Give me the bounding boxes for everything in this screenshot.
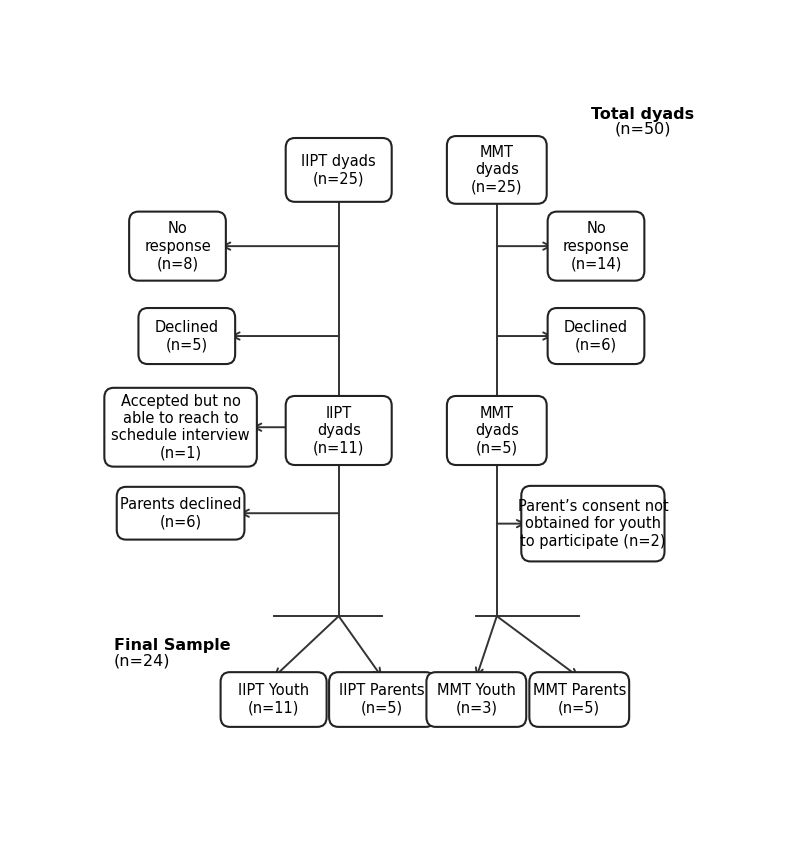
FancyBboxPatch shape xyxy=(221,673,326,727)
FancyBboxPatch shape xyxy=(548,212,644,281)
FancyBboxPatch shape xyxy=(530,673,629,727)
Text: Parent’s consent not
obtained for youth
to participate (n=2): Parent’s consent not obtained for youth … xyxy=(518,499,668,548)
Text: IIPT dyads
(n=25): IIPT dyads (n=25) xyxy=(302,154,376,186)
Text: MMT Youth
(n=3): MMT Youth (n=3) xyxy=(437,684,516,716)
FancyBboxPatch shape xyxy=(117,486,245,540)
Text: Final Sample: Final Sample xyxy=(114,638,230,653)
Text: No
response
(n=8): No response (n=8) xyxy=(144,222,211,271)
Text: MMT Parents
(n=5): MMT Parents (n=5) xyxy=(533,684,626,716)
Text: Declined
(n=5): Declined (n=5) xyxy=(154,320,219,352)
Text: MMT
dyads
(n=25): MMT dyads (n=25) xyxy=(471,145,522,195)
FancyBboxPatch shape xyxy=(447,396,546,465)
Text: MMT
dyads
(n=5): MMT dyads (n=5) xyxy=(475,405,518,455)
FancyBboxPatch shape xyxy=(329,673,435,727)
Text: IIPT Parents
(n=5): IIPT Parents (n=5) xyxy=(339,684,425,716)
Text: IIPT Youth
(n=11): IIPT Youth (n=11) xyxy=(238,684,309,716)
FancyBboxPatch shape xyxy=(286,396,392,465)
FancyBboxPatch shape xyxy=(426,673,526,727)
Text: Total dyads: Total dyads xyxy=(591,107,694,123)
Text: Declined
(n=6): Declined (n=6) xyxy=(564,320,628,352)
FancyBboxPatch shape xyxy=(104,387,257,467)
Text: (n=24): (n=24) xyxy=(114,653,170,668)
FancyBboxPatch shape xyxy=(138,308,235,364)
Text: IIPT
dyads
(n=11): IIPT dyads (n=11) xyxy=(313,405,364,455)
Text: No
response
(n=14): No response (n=14) xyxy=(562,222,630,271)
FancyBboxPatch shape xyxy=(447,136,546,204)
Text: (n=50): (n=50) xyxy=(614,122,670,137)
FancyBboxPatch shape xyxy=(522,486,665,562)
FancyBboxPatch shape xyxy=(129,212,226,281)
Text: Accepted but no
able to reach to
schedule interview
(n=1): Accepted but no able to reach to schedul… xyxy=(111,393,250,461)
FancyBboxPatch shape xyxy=(286,138,392,202)
FancyBboxPatch shape xyxy=(548,308,644,364)
Text: Parents declined
(n=6): Parents declined (n=6) xyxy=(120,497,242,530)
